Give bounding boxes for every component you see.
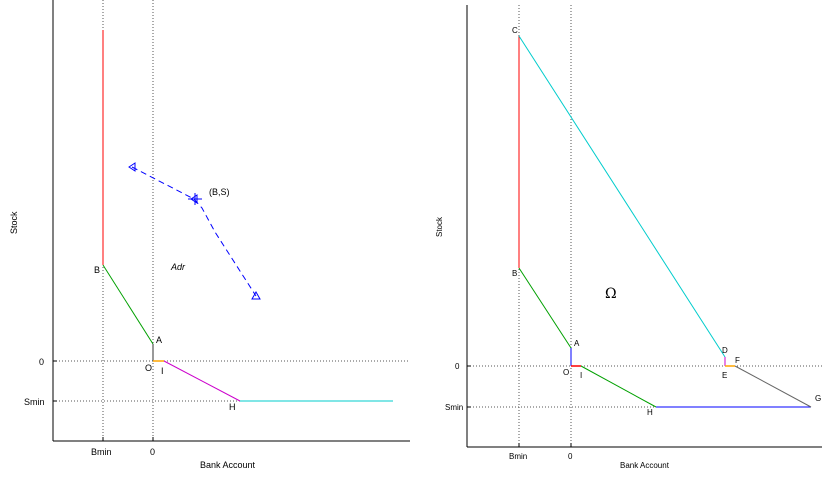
left-xlabel: Bank Account xyxy=(200,460,256,470)
right-point-b-label: B xyxy=(512,269,517,278)
right-panel: C B A O I H D E F G Ω Bmin 0 0 Smin Bank… xyxy=(435,5,822,470)
right-point-i-label: I xyxy=(580,371,582,380)
right-ytick-smin: Smin xyxy=(445,403,463,412)
left-point-o-label: O xyxy=(145,363,152,373)
right-ylabel: Stock xyxy=(435,216,444,237)
left-point-i-label: I xyxy=(161,366,164,376)
left-region-label: Adr xyxy=(170,262,186,272)
right-point-c-label: C xyxy=(512,26,518,35)
right-point-g-label: G xyxy=(815,394,821,403)
right-xtick-bmin: Bmin xyxy=(509,452,527,461)
left-ytick-0: 0 xyxy=(39,357,44,367)
left-point-h-label: H xyxy=(229,402,236,412)
right-point-o-label: O xyxy=(563,368,569,377)
right-point-a-label: A xyxy=(574,339,580,348)
left-xtick-bmin: Bmin xyxy=(91,447,112,457)
left-xtick-0: 0 xyxy=(150,447,155,457)
right-green-segment-ba xyxy=(518,267,572,349)
left-magenta-segment-ih xyxy=(163,360,241,402)
right-point-e-label: E xyxy=(722,371,727,380)
right-xtick-0: 0 xyxy=(568,452,573,461)
left-trajectory-label: (B,S) xyxy=(209,187,230,197)
left-point-a-label: A xyxy=(156,335,162,345)
right-xlabel: Bank Account xyxy=(620,461,670,470)
right-green-segment-ih xyxy=(580,365,657,408)
right-cyan-segment-cd xyxy=(518,35,726,358)
left-ytick-smin: Smin xyxy=(24,397,45,407)
right-ytick-0: 0 xyxy=(455,362,460,371)
right-gray-segment-fg xyxy=(734,365,812,408)
left-panel: B A O I H Adr (B,S) Bmin 0 0 Smin Bank A… xyxy=(9,0,410,470)
left-green-segment-ba xyxy=(102,264,154,345)
left-trajectory-start-marker xyxy=(128,162,136,172)
right-point-d-label: D xyxy=(722,346,728,355)
left-trajectory-end-marker xyxy=(251,290,261,300)
right-point-h-label: H xyxy=(647,408,653,417)
right-region-label: Ω xyxy=(605,286,617,302)
left-ylabel: Stock xyxy=(9,211,19,234)
left-point-b-label: B xyxy=(94,265,100,275)
left-trajectory-dashed xyxy=(131,166,257,297)
right-point-f-label: F xyxy=(735,356,740,365)
